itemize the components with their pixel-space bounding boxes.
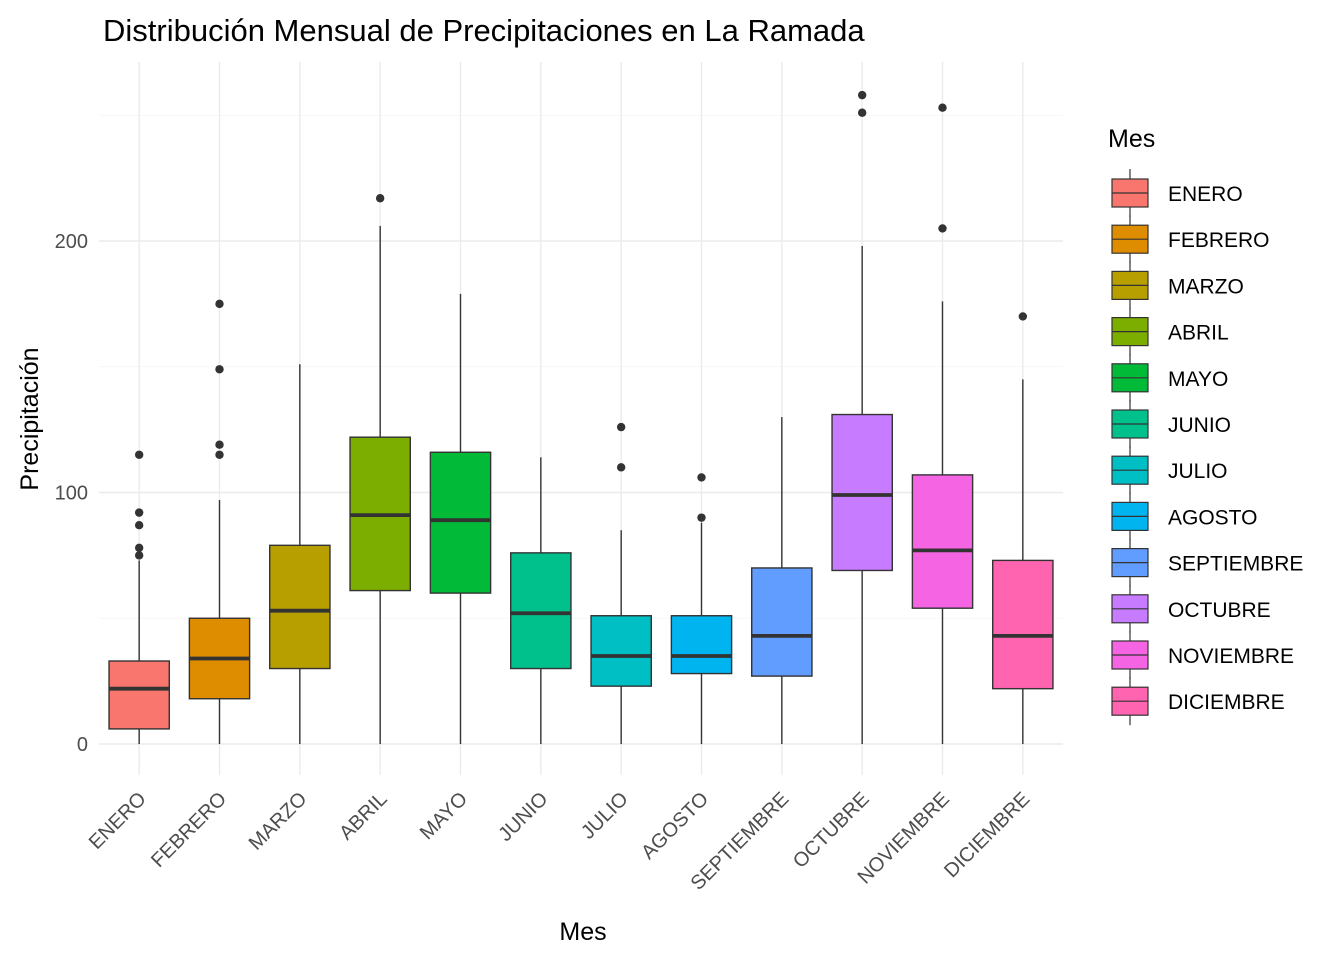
box-iqr <box>590 615 652 687</box>
box-iqr <box>911 474 974 609</box>
box-enero <box>108 450 170 744</box>
box-junio <box>510 457 572 744</box>
legend-label: JULIO <box>1168 460 1228 483</box>
legend: Mes ENERO FEBRERO MARZO ABRIL MAYO JUNIO JULIO… <box>1108 125 1303 726</box>
y-axis-title: Precipitación <box>16 347 44 490</box>
x-tick-label: JULIO <box>577 788 633 844</box>
box-mayo <box>429 293 492 744</box>
legend-label: DICIEMBRE <box>1168 691 1285 714</box>
outlier-point <box>215 299 224 309</box>
box-iqr <box>429 451 492 594</box>
y-tick-label: 200 <box>55 231 88 253</box>
x-tick-label: AGOSTO <box>637 788 713 864</box>
legend-label: ENERO <box>1168 183 1243 206</box>
box-iqr <box>670 615 733 675</box>
x-tick-label: ENERO <box>85 788 151 854</box>
legend-label: AGOSTO <box>1168 506 1257 529</box>
legend-item-septiembre: SEPTIEMBRE <box>1111 538 1303 587</box>
legend-item-mayo: MAYO <box>1111 353 1228 402</box>
x-tick-label: MAYO <box>416 788 472 844</box>
outlier-point <box>938 103 947 112</box>
legend-item-noviembre: NOVIEMBRE <box>1111 631 1294 679</box>
box-iqr <box>831 413 893 572</box>
x-tick-label: JUNIO <box>494 788 552 846</box>
outlier-point <box>1018 312 1028 321</box>
x-tick-label: DICIEMBRE <box>940 788 1034 882</box>
legend-label: MARZO <box>1168 275 1244 298</box>
legend-items: ENERO FEBRERO MARZO ABRIL MAYO JUNIO JULIO AGOS… <box>1111 169 1303 726</box>
legend-item-abril: ABRIL <box>1111 307 1229 356</box>
outlier-point <box>134 543 144 553</box>
box-noviembre <box>911 103 974 744</box>
legend-item-junio: JUNIO <box>1111 400 1231 448</box>
legend-label: SEPTIEMBRE <box>1168 553 1303 576</box>
boxes <box>108 90 1054 744</box>
legend-label: OCTUBRE <box>1168 599 1271 622</box>
box-septiembre <box>751 417 813 744</box>
outlier-point <box>134 450 144 459</box>
x-tick-label: ABRIL <box>335 788 391 844</box>
outlier-point <box>215 365 224 374</box>
box-marzo <box>269 364 331 744</box>
outlier-point <box>375 194 385 203</box>
legend-label: NOVIEMBRE <box>1168 645 1294 668</box>
outlier-point <box>215 440 224 449</box>
box-julio <box>590 422 652 744</box>
y-axis-ticks: 0 100 200 <box>55 231 88 756</box>
chart-title: Distribución Mensual de Precipitaciones … <box>103 13 865 48</box>
legend-item-diciembre: DICIEMBRE <box>1111 677 1285 726</box>
legend-item-julio: JULIO <box>1111 446 1228 495</box>
box-octubre <box>831 90 893 744</box>
box-iqr <box>751 567 813 677</box>
legend-item-octubre: OCTUBRE <box>1111 584 1271 633</box>
legend-item-febrero: FEBRERO <box>1111 215 1270 264</box>
x-tick-label: MARZO <box>245 788 312 855</box>
outlier-point <box>857 108 867 117</box>
outlier-point <box>616 422 626 432</box>
outlier-point <box>857 90 867 100</box>
box-iqr <box>510 552 572 670</box>
outlier-point <box>215 450 224 459</box>
legend-item-agosto: AGOSTO <box>1111 492 1257 541</box>
outlier-point <box>697 473 706 482</box>
y-tick-label: 100 <box>55 483 88 505</box>
outlier-point <box>134 520 144 530</box>
box-iqr <box>108 660 170 730</box>
outlier-point <box>697 513 706 522</box>
y-tick-label: 0 <box>77 734 88 756</box>
legend-label: JUNIO <box>1168 414 1231 437</box>
legend-item-enero: ENERO <box>1111 169 1243 217</box>
box-febrero <box>188 299 251 744</box>
outlier-point <box>616 463 626 472</box>
x-tick-label: OCTUBRE <box>789 788 874 873</box>
box-diciembre <box>992 312 1054 744</box>
legend-label: FEBRERO <box>1168 229 1270 252</box>
box-abril <box>349 194 411 744</box>
legend-item-marzo: MARZO <box>1111 261 1244 310</box>
outlier-point <box>938 224 947 233</box>
box-iqr <box>992 559 1054 690</box>
x-tick-label: FEBRERO <box>147 788 231 872</box>
legend-label: MAYO <box>1168 368 1228 391</box>
box-iqr <box>269 544 331 670</box>
box-agosto <box>670 473 733 744</box>
x-axis-title: Mes <box>559 918 606 946</box>
outlier-point <box>134 551 144 560</box>
outlier-point <box>134 508 144 517</box>
legend-label: ABRIL <box>1168 322 1229 345</box>
legend-title: Mes <box>1108 125 1155 153</box>
